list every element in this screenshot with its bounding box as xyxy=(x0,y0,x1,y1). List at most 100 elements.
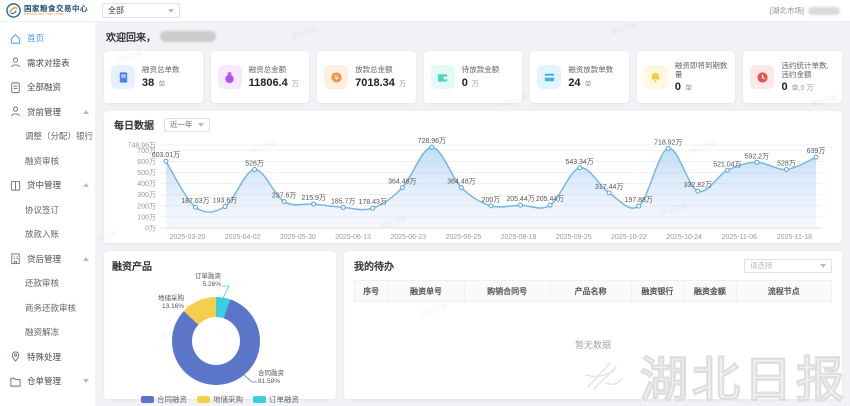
svg-text:178.43万: 178.43万 xyxy=(359,198,387,206)
svg-text:718.92万: 718.92万 xyxy=(654,138,682,146)
main-content: 欢迎回来， 融资总单数 38 单融资总金额 11806.4 万 ¥ 放款总金额 7018.… xyxy=(96,22,850,406)
stat-card-6: 违约统计单数,违约金额 0 单,0 万 xyxy=(743,51,843,103)
financing-products-donut-area[interactable]: 合同融资 81.58% 地储采购 13.16% 订单融资 5.26% xyxy=(112,273,328,391)
legend-label: 地储采购 xyxy=(213,394,243,404)
svg-text:2025-11-06: 2025-11-06 xyxy=(722,234,757,241)
market-filter-select[interactable]: 全部 xyxy=(102,3,180,18)
pin-icon xyxy=(9,350,22,363)
coin-icon: ¥ xyxy=(324,65,349,89)
sidebar-item-12[interactable]: 融资解冻 xyxy=(0,320,95,345)
sidebar-item-label: 协议签订 xyxy=(25,204,60,215)
stat-value: 38 单 xyxy=(142,76,166,89)
svg-text:200万: 200万 xyxy=(482,196,501,204)
svg-text:748.96万: 748.96万 xyxy=(128,141,156,149)
stat-card-0: 融资总单数 38 单 xyxy=(104,51,203,103)
card-icon xyxy=(537,65,562,89)
chevron-down-icon xyxy=(168,8,174,13)
svg-text:639万: 639万 xyxy=(807,147,826,155)
user-icon xyxy=(9,56,22,69)
doc-icon xyxy=(111,65,135,89)
stat-title: 待放款金额 xyxy=(461,65,500,75)
sidebar-item-14[interactable]: 仓单管理 xyxy=(0,369,95,394)
sidebar-item-11[interactable]: 商务还款审核 xyxy=(0,296,95,321)
sidebar-item-3[interactable]: 贷前管理 xyxy=(0,100,95,125)
stat-card-3: 待放款金额 0 万 xyxy=(423,51,523,103)
svg-text:197.88万: 197.88万 xyxy=(625,196,653,204)
user-icon xyxy=(9,105,22,118)
svg-text:205.44万: 205.44万 xyxy=(536,195,564,203)
sidebar-item-4[interactable]: 调整（分配）银行 xyxy=(0,124,95,149)
sidebar-item-label: 全部融资 xyxy=(27,82,62,93)
chevron-up-icon xyxy=(83,183,89,188)
building-icon xyxy=(9,252,22,265)
welcome-name-redacted xyxy=(160,31,216,42)
todo-card: 我的待办 请选择 序号 融资单号 购销合同号 产品名称 融资银行 融资金额 流程节点 暂无数… xyxy=(344,251,842,399)
book-icon xyxy=(9,179,22,192)
svg-text:2025-11-18: 2025-11-18 xyxy=(777,234,812,241)
sidebar-item-10[interactable]: 还款审核 xyxy=(0,271,95,296)
chevron-down-icon xyxy=(83,379,89,384)
donut-legend: 合同融资 地储采购 订单融资 xyxy=(112,391,328,406)
chevron-down-icon xyxy=(197,122,204,127)
sidebar-item-5[interactable]: 融资审核 xyxy=(0,149,95,174)
svg-text:2025-04-02: 2025-04-02 xyxy=(225,234,261,241)
brand-logo-icon xyxy=(6,3,21,18)
daily-range-select[interactable]: 近一年 xyxy=(164,117,210,132)
folder-icon xyxy=(9,375,22,388)
svg-text:528万: 528万 xyxy=(245,159,264,167)
legend-item-2[interactable]: 订单融资 xyxy=(253,394,299,405)
sidebar-item-label: 融资解冻 xyxy=(25,327,60,338)
sidebar-item-label: 商务还款审核 xyxy=(25,302,77,313)
donut-label-合同融资: 合同融资 81.58% xyxy=(258,370,284,385)
sidebar-item-7[interactable]: 协议签订 xyxy=(0,198,95,223)
svg-text:603.01万: 603.01万 xyxy=(152,151,180,159)
svg-text:215.9万: 215.9万 xyxy=(301,194,325,202)
empty-state: 暂无数据 xyxy=(574,340,611,350)
svg-text:2025-10-22: 2025-10-22 xyxy=(611,234,647,241)
svg-text:¥: ¥ xyxy=(334,73,339,81)
svg-text:728.96万: 728.96万 xyxy=(418,137,446,145)
sidebar-item-label: 需求对接表 xyxy=(27,57,70,68)
sidebar-item-label: 融资审核 xyxy=(25,155,60,166)
sidebar-item-6[interactable]: 贷中管理 xyxy=(0,173,95,198)
todo-column-header: 序号 xyxy=(353,280,389,302)
sidebar-item-8[interactable]: 放款入账 xyxy=(0,222,95,247)
svg-text:2025-06-25: 2025-06-25 xyxy=(446,234,482,241)
legend-item-0[interactable]: 合同融资 xyxy=(141,394,187,405)
svg-text:600万: 600万 xyxy=(137,158,156,166)
todo-column-header: 融资银行 xyxy=(630,280,685,302)
svg-text:364.48万: 364.48万 xyxy=(447,178,475,186)
donut-chart[interactable] xyxy=(172,297,260,385)
sidebar-item-label: 首页 xyxy=(27,33,45,44)
clock-icon xyxy=(750,65,775,89)
header-user-area[interactable]: [湖北市场] xyxy=(770,5,850,16)
todo-filter-select[interactable]: 请选择 xyxy=(744,258,832,273)
bell-icon xyxy=(643,65,668,89)
sidebar-item-label: 贷中管理 xyxy=(27,180,62,191)
sidebar-item-9[interactable]: 贷后管理 xyxy=(0,247,95,272)
sidebar-item-label: 仓单管理 xyxy=(27,376,62,387)
svg-text:400万: 400万 xyxy=(137,180,156,188)
svg-text:2025-10-24: 2025-10-24 xyxy=(666,234,702,241)
sidebar-item-0[interactable]: 首页 xyxy=(0,26,95,51)
chevron-up-icon xyxy=(83,256,89,261)
doc-icon xyxy=(9,81,22,94)
stat-card-4: 融资放款单数 24 单 xyxy=(530,51,629,103)
svg-text:2025-03-20: 2025-03-20 xyxy=(170,234,206,241)
legend-item-1[interactable]: 地储采购 xyxy=(197,394,243,405)
sidebar-item-2[interactable]: 全部融资 xyxy=(0,75,95,100)
sidebar-item-13[interactable]: 特殊处理 xyxy=(0,345,95,370)
top-header: 国家粮食交易中心 National Grain Trade Center 全部 … xyxy=(0,0,850,22)
svg-text:0万: 0万 xyxy=(145,224,156,232)
stat-card-5: 融资即将到期数量 0 单 xyxy=(636,51,736,103)
welcome-message: 欢迎回来， xyxy=(106,29,842,44)
daily-range-value: 近一年 xyxy=(170,120,193,129)
donut-label-订单融资: 订单融资 5.26% xyxy=(195,273,221,288)
daily-data-card: 每日数据 近一年 748.96万 700万 600万 500万 400万 300万 200万… xyxy=(104,111,842,243)
sidebar-item-label: 放款入账 xyxy=(25,229,60,240)
svg-text:317.44万: 317.44万 xyxy=(595,183,623,191)
svg-text:2025-09-25: 2025-09-25 xyxy=(556,234,592,241)
sidebar-item-1[interactable]: 需求对接表 xyxy=(0,51,95,76)
svg-text:500万: 500万 xyxy=(137,169,156,177)
